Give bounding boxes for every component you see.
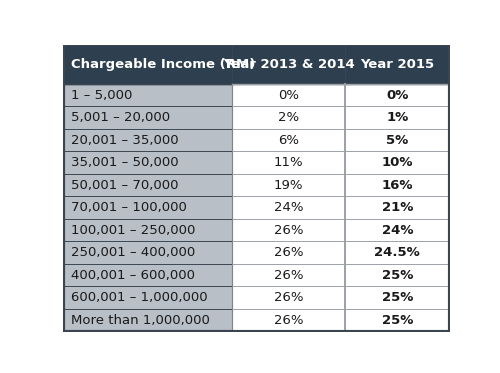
Bar [64,219,232,241]
Bar [64,84,232,106]
Bar [346,174,449,197]
Text: 25%: 25% [382,269,413,282]
Bar [346,264,449,286]
Text: 26%: 26% [274,224,304,237]
Bar [232,129,345,151]
Text: 25%: 25% [382,314,413,327]
Bar [346,106,449,129]
Text: 26%: 26% [274,269,304,282]
Bar [232,84,345,106]
Bar [346,151,449,174]
Text: 21%: 21% [382,201,413,214]
Text: Year 2015: Year 2015 [360,58,434,71]
Bar [232,151,345,174]
Text: 0%: 0% [386,89,408,102]
Text: 70,001 – 100,000: 70,001 – 100,000 [72,201,187,214]
Text: 35,001 – 50,000: 35,001 – 50,000 [72,156,179,169]
Bar [232,174,345,197]
Text: 26%: 26% [274,314,304,327]
Bar [64,286,232,309]
Bar [64,129,232,151]
Text: 19%: 19% [274,179,304,192]
Text: 50,001 – 70,000: 50,001 – 70,000 [72,179,179,192]
Text: 11%: 11% [274,156,304,169]
Text: 400,001 – 600,000: 400,001 – 600,000 [72,269,196,282]
Text: 1%: 1% [386,111,408,124]
Text: 20,001 – 35,000: 20,001 – 35,000 [72,134,179,147]
Bar [232,286,345,309]
Text: 0%: 0% [278,89,299,102]
Text: More than 1,000,000: More than 1,000,000 [72,314,210,327]
Text: 26%: 26% [274,291,304,304]
Bar [346,219,449,241]
Text: 6%: 6% [278,134,299,147]
Bar [232,264,345,286]
Text: 100,001 – 250,000: 100,001 – 250,000 [72,224,196,237]
Bar [64,151,232,174]
Bar [346,286,449,309]
Text: 600,001 – 1,000,000: 600,001 – 1,000,000 [72,291,208,304]
Bar [64,241,232,264]
Text: 5%: 5% [386,134,408,147]
Text: Chargeable Income (RM): Chargeable Income (RM) [72,58,256,71]
Bar [64,46,232,84]
Bar [64,197,232,219]
Bar [232,219,345,241]
Text: Year 2013 & 2014: Year 2013 & 2014 [222,58,354,71]
Bar [64,264,232,286]
Bar [232,106,345,129]
Text: 24%: 24% [274,201,304,214]
Bar [232,46,345,84]
Bar [346,84,449,106]
Bar [346,309,449,331]
Text: 24.5%: 24.5% [374,246,420,259]
Bar [346,129,449,151]
Text: 250,001 – 400,000: 250,001 – 400,000 [72,246,196,259]
Bar [64,309,232,331]
Bar [346,197,449,219]
Text: 16%: 16% [382,179,413,192]
Bar [232,241,345,264]
Text: 5,001 – 20,000: 5,001 – 20,000 [72,111,170,124]
Bar [64,106,232,129]
Text: 26%: 26% [274,246,304,259]
Bar [346,46,449,84]
Text: 25%: 25% [382,291,413,304]
Text: 24%: 24% [382,224,413,237]
Text: 10%: 10% [382,156,413,169]
Bar [64,174,232,197]
Text: 1 – 5,000: 1 – 5,000 [72,89,132,102]
Bar [232,197,345,219]
Bar [346,241,449,264]
Text: 2%: 2% [278,111,299,124]
Bar [232,309,345,331]
